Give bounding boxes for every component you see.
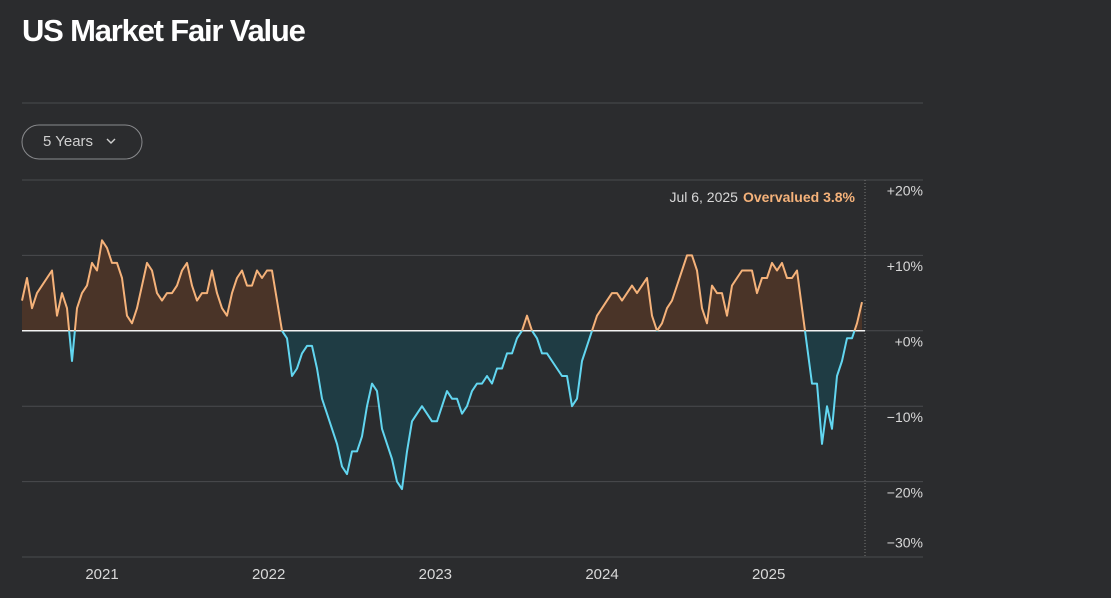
y-tick-label: +0%: [895, 334, 923, 350]
annotation-text: Overvalued 3.8%: [743, 189, 856, 205]
chart-title: US Market Fair Value: [22, 13, 306, 48]
negative-area: [22, 330, 862, 490]
positive-area: [22, 240, 862, 331]
annotation-date: Jul 6, 2025: [669, 189, 738, 205]
x-tick-label: 2025: [752, 566, 785, 583]
button-label[interactable]: 5 Years: [43, 133, 93, 150]
x-tick-label: 2023: [419, 566, 452, 583]
y-tick-label: +10%: [887, 258, 923, 274]
y-tick-label: +20%: [887, 183, 923, 199]
range-button[interactable]: 5 Years: [21, 124, 143, 160]
chevron[interactable]: [106, 138, 116, 144]
y-tick-label: −20%: [887, 484, 923, 500]
y-tick-label: −30%: [887, 535, 923, 551]
positive-line: [21, 239, 863, 331]
y-tick-label: −10%: [887, 409, 923, 425]
button-frame[interactable]: [21, 124, 143, 160]
annotation: Jul 6, 2025 Overvalued 3.8%: [669, 189, 855, 205]
x-tick-label: 2022: [252, 566, 285, 583]
x-tick-label: 2021: [85, 566, 118, 583]
negative-line: [68, 330, 856, 491]
x-tick-label: 2024: [585, 566, 618, 583]
